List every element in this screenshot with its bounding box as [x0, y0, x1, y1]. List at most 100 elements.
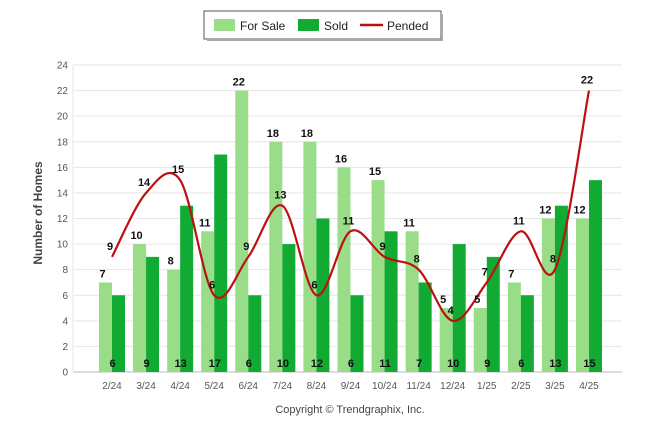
label-pended-6-24: 9	[243, 241, 249, 253]
bar-for-sale-9-24	[337, 167, 351, 372]
legend-box	[203, 10, 442, 40]
legend-label-for-sale: For Sale	[240, 19, 286, 33]
y-tick-label: 12	[57, 214, 69, 225]
label-sold-8-24: 12	[311, 358, 323, 370]
label-pended-11-24: 8	[414, 254, 420, 266]
label-pended-7-24: 13	[274, 190, 286, 202]
label-pended-4-24: 15	[172, 164, 184, 176]
x-tick-label-6-24: 6/24	[239, 381, 259, 392]
label-for-sale-3-24: 10	[130, 230, 142, 242]
label-pended-1-25: 7	[482, 266, 488, 278]
bar-for-sale-12-24	[439, 308, 453, 372]
label-pended-2-24: 9	[107, 241, 113, 253]
x-tick-label-5-24: 5/24	[204, 381, 224, 392]
label-for-sale-4-25: 12	[573, 205, 585, 217]
label-for-sale-1-25: 5	[474, 294, 480, 306]
y-tick-label: 2	[62, 342, 68, 353]
bar-sold-9-24	[350, 295, 364, 372]
label-sold-9-24: 6	[348, 358, 354, 370]
bar-sold-11-24	[418, 282, 432, 372]
x-tick-label-10-24: 10/24	[372, 381, 397, 392]
bar-for-sale-1-25	[473, 308, 487, 372]
label-for-sale-8-24: 18	[301, 128, 313, 140]
bar-sold-3-24	[146, 256, 160, 372]
legend-label-pended: Pended	[387, 19, 428, 33]
label-pended-4-25: 22	[581, 75, 593, 87]
bar-sold-4-25	[588, 180, 602, 372]
x-tick-label-9-24: 9/24	[341, 381, 361, 392]
label-sold-11-24: 7	[416, 358, 422, 370]
y-tick-label: 8	[62, 265, 68, 276]
bar-sold-5-24	[214, 154, 228, 372]
label-for-sale-11-24: 11	[403, 217, 415, 229]
label-for-sale-5-24: 11	[199, 217, 211, 229]
bar-sold-1-25	[486, 256, 500, 372]
label-sold-3-25: 13	[549, 358, 561, 370]
y-tick-label: 14	[57, 188, 69, 199]
label-for-sale-2-25: 7	[508, 268, 514, 280]
label-sold-2-24: 6	[109, 358, 115, 370]
legend-swatch-for-sale	[214, 19, 235, 31]
y-tick-label: 22	[57, 86, 69, 97]
label-sold-10-24: 11	[379, 358, 391, 370]
bar-sold-8-24	[316, 218, 330, 372]
label-pended-10-24: 9	[379, 241, 385, 253]
label-for-sale-10-24: 15	[369, 166, 381, 178]
label-sold-7-24: 10	[277, 358, 289, 370]
label-for-sale-12-24: 5	[440, 294, 446, 306]
x-tick-label-2-24: 2/24	[102, 381, 122, 392]
pended-line-layer	[111, 90, 591, 322]
x-tick-label-3-24: 3/24	[136, 381, 156, 392]
label-sold-2-25: 6	[518, 358, 524, 370]
label-pended-5-24: 6	[209, 279, 215, 291]
y-tick-label: 6	[62, 291, 68, 302]
bar-for-sale-5-24	[201, 231, 215, 372]
bar-for-sale-8-24	[303, 141, 317, 372]
x-axis-ticks: 2/24 3/24 4/24 5/24 6/24 7/24 8/24 9/24 10/24 11/…	[102, 381, 599, 392]
y-tick-label: 4	[62, 316, 68, 327]
bar-for-sale-4-24	[167, 269, 181, 372]
label-pended-3-24: 14	[138, 177, 151, 189]
label-pended-8-24: 6	[311, 279, 317, 291]
bar-sold-6-24	[248, 295, 262, 372]
y-tick-label: 16	[57, 163, 69, 174]
bar-for-sale-3-24	[133, 244, 147, 372]
bar-sold-2-24	[112, 295, 125, 372]
bar-sold-7-24	[282, 244, 296, 372]
legend-label-sold: Sold	[324, 19, 348, 33]
x-tick-label-12-24: 12/24	[440, 381, 465, 392]
label-sold-4-25: 15	[583, 358, 595, 370]
bar-sold-3-25	[554, 205, 568, 372]
y-tick-label: 18	[57, 137, 69, 148]
x-tick-label-1-25: 1/25	[477, 381, 497, 392]
x-tick-label-11-24: 11/24	[406, 381, 431, 392]
bar-sold-2-25	[520, 295, 534, 372]
label-for-sale-4-24: 8	[168, 256, 174, 268]
label-pended-9-24: 11	[343, 215, 355, 227]
x-tick-label-4-24: 4/24	[170, 381, 190, 392]
x-tick-label-3-25: 3/25	[545, 381, 565, 392]
bars	[99, 90, 602, 372]
y-tick-label: 24	[57, 61, 69, 72]
label-for-sale-2-24: 7	[99, 268, 105, 280]
label-pended-3-25: 8	[550, 254, 556, 266]
label-pended-2-25: 11	[513, 215, 525, 227]
label-sold-5-24: 17	[209, 358, 221, 370]
label-sold-12-24: 10	[447, 358, 459, 370]
bar-for-sale-11-24	[405, 231, 419, 372]
y-axis-label: Number of Homes	[31, 161, 45, 265]
bar-for-sale-10-24	[371, 180, 385, 372]
label-sold-6-24: 6	[246, 358, 252, 370]
pended-line	[111, 90, 591, 322]
label-for-sale-7-24: 18	[267, 128, 279, 140]
x-tick-label-2-25: 2/25	[511, 381, 531, 392]
x-tick-label-8-24: 8/24	[307, 381, 327, 392]
bar-sold-4-24	[180, 205, 194, 372]
data-labels: 7 6 10 9 8 13 11 17 22 6 18 10 18 12 16 6 15 11 11 7 5 10 5 9 7 6…	[99, 75, 595, 370]
bar-for-sale-2-24	[99, 282, 112, 372]
x-tick-label-7-24: 7/24	[273, 381, 293, 392]
bar-for-sale-2-25	[507, 282, 521, 372]
label-sold-3-24: 9	[144, 358, 150, 370]
